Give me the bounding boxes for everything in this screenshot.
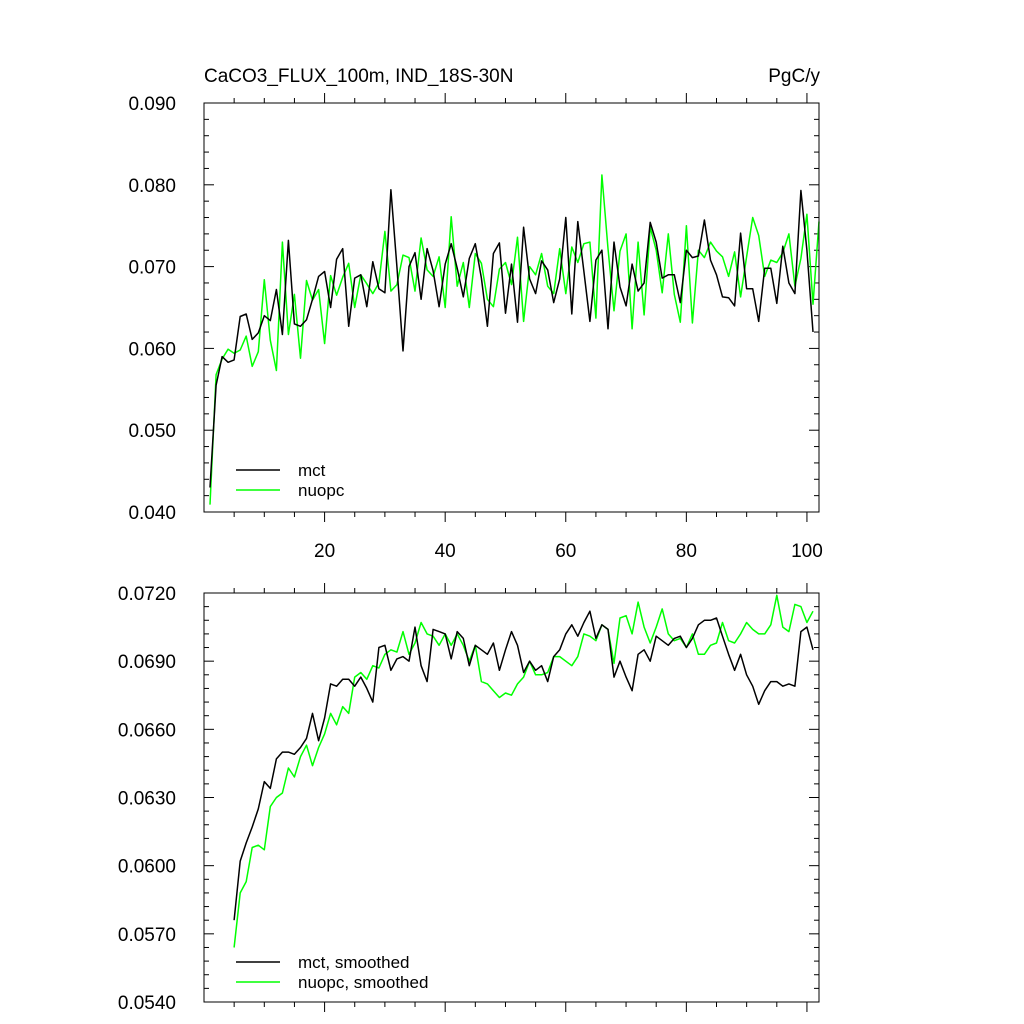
y-tick-label: 0.080 (128, 176, 176, 197)
legend-nuopc-label: nuopc (298, 481, 345, 500)
y-tick-label: 0.040 (128, 503, 176, 524)
series-line-nuopc-smoothed (233, 594, 814, 948)
y-tick-label: 0.0690 (118, 652, 176, 673)
top-panel: CaCO3_FLUX_100m, IND_18S-30N PgC/y 0.040… (128, 66, 822, 562)
chart-title: CaCO3_FLUX_100m, IND_18S-30N (204, 66, 513, 87)
bottom-series-layer (233, 594, 814, 948)
series-line-nuopc (209, 174, 820, 505)
y-tick-label: 0.0540 (118, 993, 176, 1014)
y-tick-label: 0.050 (128, 421, 176, 442)
x-tick-label: 60 (555, 541, 576, 562)
x-tick-label: 80 (676, 541, 697, 562)
bottom-plot-frame (203, 592, 820, 1003)
bottom-axes-ticks (204, 583, 819, 1012)
series-line-mct (209, 188, 814, 488)
bottom-legend: mct, smoothed nuopc, smoothed (236, 953, 428, 992)
y-tick-label: 0.060 (128, 339, 176, 360)
y-tick-label: 0.090 (128, 94, 176, 115)
units-label: PgC/y (768, 66, 820, 87)
x-tick-label: 20 (314, 541, 335, 562)
y-tick-label: 0.0630 (118, 789, 176, 810)
bottom-panel: 0.0540 0.0570 0.0600 0.0630 0.0660 0.0690 0.07… (118, 583, 820, 1014)
legend-nuopc-smoothed-label: nuopc, smoothed (298, 973, 428, 992)
bottom-tick-labels: 0.0540 0.0570 0.0600 0.0630 0.0660 0.0690 0.07… (118, 584, 176, 1014)
legend-mct-smoothed-label: mct, smoothed (298, 953, 410, 972)
y-tick-label: 0.070 (128, 258, 176, 279)
legend-mct-label: mct (298, 461, 326, 480)
top-tick-labels: 0.040 0.050 0.060 0.070 0.080 0.090 20 40 60 80 10… (128, 94, 822, 562)
y-tick-label: 0.0720 (118, 584, 176, 605)
y-tick-label: 0.0570 (118, 925, 176, 946)
top-legend: mct nuopc (236, 461, 345, 500)
y-tick-label: 0.0660 (118, 720, 176, 741)
top-series-layer (209, 174, 820, 505)
y-tick-label: 0.0600 (118, 857, 176, 878)
series-line-mct-smoothed (233, 610, 814, 921)
top-axes-ticks (204, 93, 819, 522)
x-tick-label: 40 (435, 541, 456, 562)
x-tick-label: 100 (791, 541, 823, 562)
top-plot-frame (203, 102, 820, 513)
